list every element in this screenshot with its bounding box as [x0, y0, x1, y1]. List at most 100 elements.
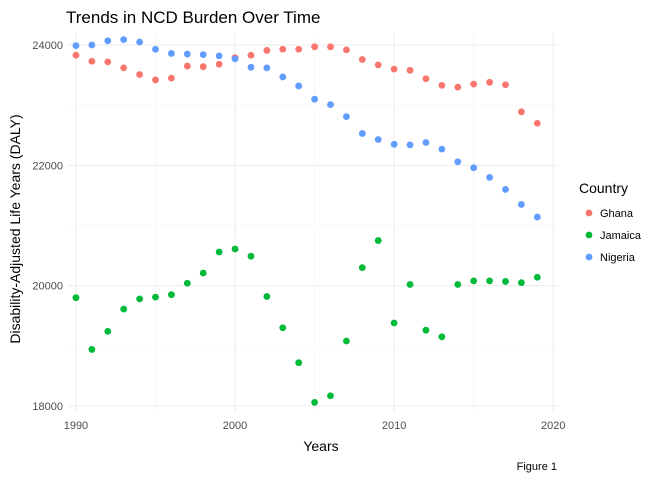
point-jamaica [502, 278, 509, 285]
point-ghana [327, 43, 334, 51]
legend-key-ghana [585, 209, 593, 217]
y-tick-label: 24000 [32, 40, 63, 52]
point-ghana [136, 71, 143, 78]
point-nigeria [438, 145, 446, 153]
point-jamaica [152, 293, 159, 301]
point-nigeria [422, 139, 430, 146]
point-ghana [168, 74, 175, 82]
point-ghana [454, 83, 462, 91]
chart-title: Trends in NCD Burden Over Time [66, 8, 320, 27]
point-jamaica [358, 264, 366, 272]
point-nigeria [247, 63, 255, 71]
legend-key-jamaica [585, 231, 593, 239]
point-nigeria [502, 186, 509, 193]
x-tick-label: 2000 [223, 420, 247, 432]
point-ghana [422, 75, 430, 83]
legend-title: Country [579, 180, 628, 196]
point-nigeria [406, 141, 414, 149]
point-nigeria [263, 64, 271, 72]
point-ghana [183, 62, 191, 70]
point-nigeria [327, 101, 334, 108]
point-ghana [199, 63, 207, 71]
figure-caption: Figure 1 [517, 461, 557, 473]
point-nigeria [518, 201, 525, 208]
x-tick-label: 2010 [382, 420, 406, 432]
point-nigeria [199, 51, 207, 59]
point-ghana [72, 51, 80, 59]
point-jamaica [327, 392, 334, 400]
point-nigeria [279, 73, 287, 81]
point-ghana [247, 51, 255, 59]
point-ghana [104, 58, 112, 66]
point-nigeria [152, 45, 159, 53]
point-ghana [358, 56, 366, 63]
y-tick-label: 22000 [32, 160, 63, 172]
plot-grid [68, 33, 558, 412]
x-tick-label: 1990 [64, 420, 88, 432]
point-ghana [533, 119, 541, 127]
point-nigeria [136, 38, 143, 46]
point-ghana [120, 64, 128, 72]
y-tick-label: 18000 [32, 401, 63, 413]
point-jamaica [438, 333, 446, 341]
point-nigeria [120, 36, 128, 44]
point-nigeria [183, 50, 191, 58]
point-nigeria [104, 37, 112, 45]
point-nigeria [374, 136, 382, 143]
point-jamaica [183, 279, 191, 287]
y-axis-title: Disability-Adjusted Life Years (DALY) [7, 114, 23, 343]
point-jamaica [311, 398, 318, 406]
point-jamaica [168, 291, 175, 299]
point-nigeria [295, 82, 303, 90]
point-ghana [311, 43, 318, 51]
point-ghana [406, 66, 414, 74]
point-jamaica [104, 327, 112, 335]
point-jamaica [518, 279, 525, 287]
point-jamaica [390, 319, 398, 327]
point-nigeria [454, 158, 462, 166]
legend: Country Ghana Jamaica Nigeria [579, 180, 642, 264]
point-jamaica [199, 269, 207, 277]
point-jamaica [88, 346, 96, 353]
point-ghana [374, 61, 382, 69]
y-tick-label: 20000 [32, 281, 63, 293]
point-ghana [486, 78, 493, 86]
point-ghana [343, 46, 350, 54]
point-jamaica [343, 337, 350, 345]
x-axis-ticks: 1990 2000 2010 2020 [64, 420, 566, 432]
point-ghana [518, 108, 525, 116]
point-jamaica [136, 295, 143, 303]
point-nigeria [390, 140, 398, 148]
legend-key-nigeria [585, 253, 593, 261]
point-ghana [295, 45, 303, 53]
point-jamaica [263, 293, 271, 300]
x-tick-label: 2020 [541, 420, 565, 432]
point-jamaica [231, 245, 239, 253]
point-ghana [279, 45, 287, 53]
x-axis-title: Years [303, 438, 338, 454]
point-ghana [502, 81, 509, 89]
point-nigeria [533, 213, 541, 221]
point-nigeria [311, 95, 318, 103]
point-ghana [438, 81, 446, 89]
point-jamaica [454, 281, 462, 288]
point-nigeria [470, 164, 478, 172]
legend-label-ghana: Ghana [600, 208, 634, 220]
point-jamaica [486, 277, 493, 285]
point-jamaica [247, 252, 255, 260]
point-jamaica [374, 237, 382, 244]
data-points [72, 36, 541, 406]
legend-label-nigeria: Nigeria [600, 252, 636, 264]
point-ghana [390, 65, 398, 73]
point-jamaica [215, 248, 223, 256]
point-jamaica [406, 281, 414, 288]
point-jamaica [295, 359, 303, 367]
point-jamaica [72, 294, 80, 302]
legend-label-jamaica: Jamaica [600, 230, 642, 242]
point-jamaica [120, 305, 128, 313]
point-nigeria [88, 41, 96, 49]
point-jamaica [422, 326, 430, 334]
point-nigeria [215, 52, 223, 60]
point-nigeria [72, 42, 80, 50]
